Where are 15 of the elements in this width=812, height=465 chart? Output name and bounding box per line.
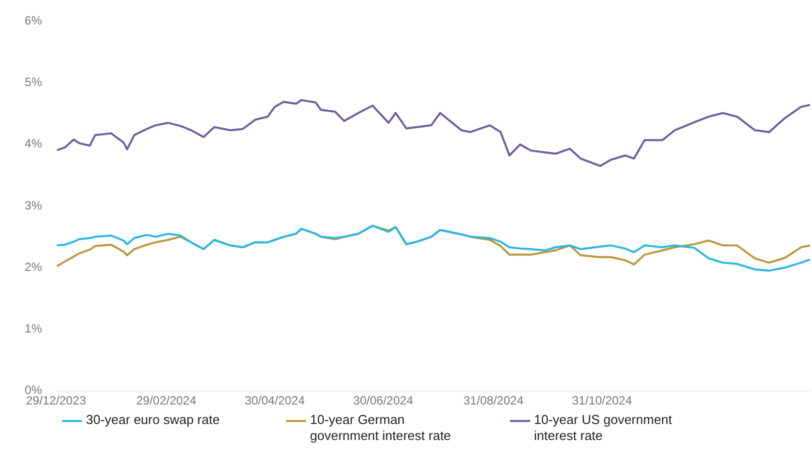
x-tick-label: 29/12/2023 (26, 393, 86, 408)
y-tick-label: 5% (24, 75, 42, 90)
legend-label: 10-year German government interest rate (310, 412, 452, 444)
legend-label: 30-year euro swap rate (86, 412, 220, 428)
x-tick-label: 30/04/2024 (244, 393, 306, 408)
y-tick-label: 2% (24, 260, 42, 274)
y-tick-label: 4% (24, 136, 42, 151)
y-tick-label: 1% (24, 322, 42, 336)
x-tick-label: 29/02/2024 (136, 393, 197, 408)
legend-label: 10-year US government interest rate (534, 412, 674, 444)
x-tick-label: 31/08/2024 (463, 393, 524, 408)
y-tick-label: 6% (24, 14, 42, 28)
y-tick-label: 3% (24, 198, 42, 212)
x-tick-label: 30/06/2024 (353, 393, 414, 408)
x-tick-label: 31/10/2024 (572, 393, 632, 408)
